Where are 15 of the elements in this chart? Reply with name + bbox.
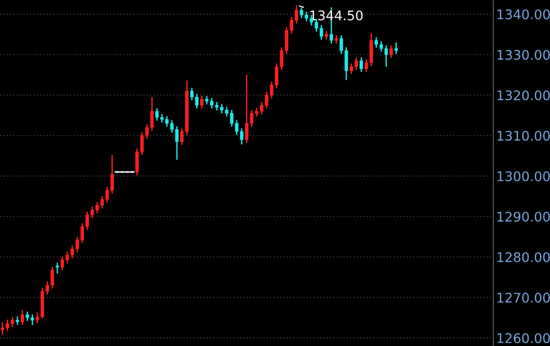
y-tick-label: 1290.00 [498,212,550,222]
y-tick-label: 1310.00 [498,130,550,141]
y-tick-label: 1340.00 [498,9,550,20]
candlestick [20,310,24,326]
candlestick [394,42,398,54]
candlestick [56,262,60,274]
y-tick-label: 1320.00 [498,90,550,100]
y-tick-label: 1260.00 [498,333,550,344]
y-tick-label: 1270.00 [498,292,550,303]
candlestick [389,44,393,58]
y-tick-label: 1300.00 [498,171,550,182]
candlestick [200,95,204,110]
y-tick-label: 1330.00 [498,50,550,60]
candlestick [360,56,363,73]
y-tick-label: 1280.00 [498,252,550,262]
